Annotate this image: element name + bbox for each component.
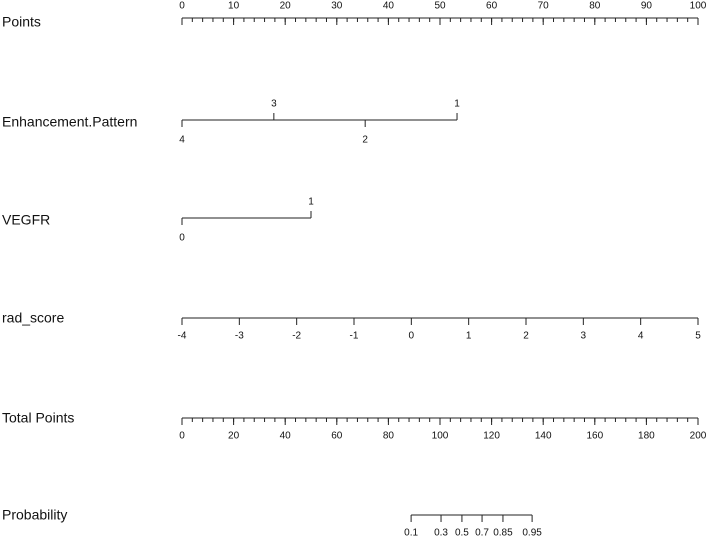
- row-label: Enhancement.Pattern: [2, 114, 137, 130]
- row-label: Probability: [2, 507, 67, 523]
- level-label: 1: [308, 197, 314, 208]
- tick-label: 100: [690, 1, 707, 12]
- tick-label: 0: [409, 331, 415, 342]
- tick-label: 0.7: [475, 528, 489, 539]
- tick-label: 4: [638, 331, 644, 342]
- row-label: Total Points: [2, 410, 74, 426]
- tick-label: 80: [383, 431, 395, 442]
- level-label: 2: [362, 135, 368, 146]
- tick-label: -2: [292, 331, 301, 342]
- tick-label: 0.1: [404, 528, 418, 539]
- tick-label: 200: [690, 431, 707, 442]
- tick-label: 0.85: [493, 528, 513, 539]
- tick-label: 160: [586, 431, 603, 442]
- tick-label: 0.3: [434, 528, 448, 539]
- row-label: VEGFR: [2, 212, 50, 228]
- tick-label: 0.5: [455, 528, 469, 539]
- tick-label: -1: [350, 331, 359, 342]
- tick-label: 80: [589, 1, 601, 12]
- tick-label: -3: [235, 331, 244, 342]
- tick-label: 0.95: [522, 528, 542, 539]
- row-label: rad_score: [2, 310, 64, 326]
- tick-label: 1: [466, 331, 472, 342]
- tick-label: 40: [383, 1, 395, 12]
- level-label: 1: [454, 99, 460, 110]
- tick-label: 90: [641, 1, 653, 12]
- level-label: 0: [179, 233, 185, 244]
- tick-label: 120: [483, 431, 500, 442]
- tick-label: 0: [179, 1, 185, 12]
- level-label: 4: [179, 135, 185, 146]
- tick-label: 50: [434, 1, 446, 12]
- tick-label: 3: [581, 331, 587, 342]
- tick-label: 0: [179, 431, 185, 442]
- tick-label: 20: [280, 1, 292, 12]
- tick-label: 180: [638, 431, 655, 442]
- tick-label: 30: [331, 1, 343, 12]
- row-label: Points: [2, 14, 41, 30]
- tick-label: 60: [486, 1, 498, 12]
- level-label: 3: [271, 99, 277, 110]
- tick-label: 100: [432, 431, 449, 442]
- tick-label: 140: [535, 431, 552, 442]
- tick-label: -4: [178, 331, 187, 342]
- tick-label: 5: [695, 331, 701, 342]
- tick-label: 40: [280, 431, 292, 442]
- tick-label: 70: [538, 1, 550, 12]
- tick-label: 2: [523, 331, 529, 342]
- tick-label: 60: [331, 431, 343, 442]
- tick-label: 10: [228, 1, 240, 12]
- tick-label: 20: [228, 431, 240, 442]
